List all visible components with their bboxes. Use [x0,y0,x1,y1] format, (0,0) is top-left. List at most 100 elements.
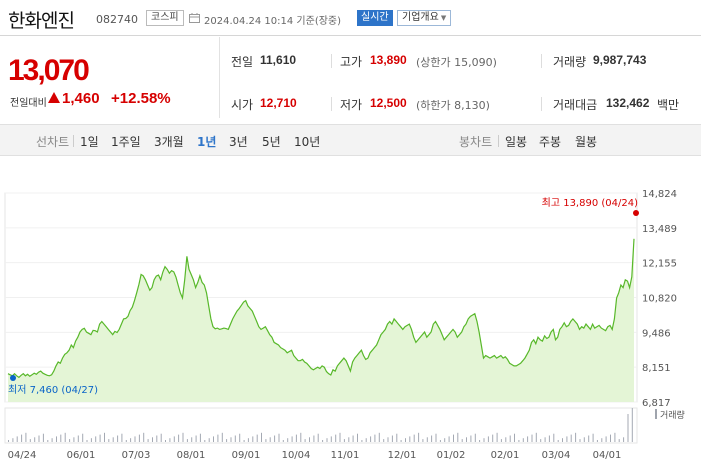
divider [541,97,542,111]
volume-bar [265,439,267,442]
volume-bar [156,435,158,442]
volume-bar [186,439,188,442]
market-badge: 코스피 [146,10,184,26]
low-value: 12,500 [370,96,407,110]
volume-bar [147,439,149,442]
volume-bar [322,440,324,442]
volume-bar [160,433,162,442]
volume-bar [21,434,23,442]
volume-bar [335,434,337,442]
y-tick-label: 10,820 [642,294,677,305]
volume-bar [234,435,236,442]
change-label: 전일대비 [10,98,47,109]
volume-bar [130,438,132,442]
volume-bar [500,439,502,442]
volume-bar [108,439,110,442]
min-label: 최저 7,460 (04/27) [8,384,98,396]
volume-bar [396,433,398,442]
volume-bar [247,438,249,442]
volume-bar [121,433,123,442]
x-axis: 04/24 06/01 07/03 08/01 09/01 10/04 11/01 12/01… [8,450,622,461]
y-tick-label: 8,151 [642,363,671,374]
volume-bar [466,437,467,442]
tab-10year[interactable]: 10년 [294,135,321,149]
volume-bar [627,414,629,442]
tab-5year[interactable]: 5년 [262,135,281,149]
volume-bar [383,439,385,442]
period-selector: 선차트 1일 1주일 3개월 1년 3년 5년 10년 봉차트 일봉 주봉 월봉 [0,124,701,156]
volume-bar [400,440,402,442]
volume-bar [544,437,546,442]
tab-3month[interactable]: 3개월 [154,135,184,149]
volume-bar [391,435,393,442]
volume-bar [405,438,406,442]
volume-bar [457,432,459,442]
volume-bar [199,433,201,442]
volume-label: 거래량 [553,55,587,69]
volume-bar [339,432,341,442]
tab-1week[interactable]: 1주일 [111,135,141,149]
volume-bar [557,440,559,442]
volume-bar [348,437,350,442]
up-arrow-icon [48,92,60,103]
volume-bar [313,435,315,442]
volume-bar [104,432,105,442]
high-label: 고가 [340,55,363,69]
volume-bar [239,433,241,442]
volume-bar [221,432,223,442]
volume-bar [12,438,14,442]
tab-daily[interactable]: 일봉 [505,135,528,149]
price-chart: 14,824 13,489 12,155 10,820 9,486 8,151 6,817 … [0,157,701,463]
volume-bar [125,440,127,442]
volume-bar [326,438,328,442]
volume-bar [431,435,433,442]
divider [331,54,332,68]
line-chart-label: 선차트 [36,135,70,149]
open-label: 시가 [231,98,254,112]
price-change-pct: +12.58% [111,90,171,107]
tab-1year[interactable]: 1년 [197,135,217,149]
volume-bar [112,437,114,442]
volume-bar [138,434,140,442]
volume-bar [575,432,577,442]
volume-bar [343,439,345,442]
min-marker [10,375,16,381]
volume-bar [509,435,511,442]
volume-bar [361,440,363,442]
candle-chart-label: 봉차트 [459,135,493,149]
corp-overview-dropdown[interactable]: 기업개요 ▼ [397,10,452,26]
volume-bar [387,437,389,442]
volume-bar [86,440,88,442]
volume-bar [29,439,31,442]
volume-legend-icon [655,409,657,419]
y-tick-label: 6,817 [642,398,671,409]
tab-weekly[interactable]: 주봉 [539,135,562,149]
volume-bar [95,436,97,442]
volume-bar [282,440,284,442]
volume-bar [531,434,533,442]
volume-bar [291,436,293,442]
volume-bar [601,438,603,442]
volume-bar [474,433,476,442]
volume-bar [461,439,463,442]
y-tick-label: 13,489 [642,224,677,235]
volume-bar [77,435,79,442]
stock-header: 한화엔진 082740 코스피 2024.04.24 10:14 기준(장중) … [0,0,701,36]
max-label: 최고 13,890 (04/24) [542,197,638,209]
high-value: 13,890 [370,53,407,67]
volume-bar [60,434,62,442]
volume-bar [365,438,367,442]
tab-1day[interactable]: 1일 [80,135,99,149]
volume-bar [448,436,450,442]
tab-monthly[interactable]: 월봉 [575,135,598,149]
volume-bar [99,434,101,442]
volume-bar [505,437,507,442]
volume-bar [614,432,616,442]
corp-overview-label: 기업개요 [402,12,439,23]
tab-3year[interactable]: 3년 [229,135,248,149]
volume-bar [82,433,84,442]
divider [73,135,74,147]
stock-code: 082740 [96,13,138,26]
turnover-label: 거래대금 [553,98,598,112]
volume-bar [527,436,529,442]
